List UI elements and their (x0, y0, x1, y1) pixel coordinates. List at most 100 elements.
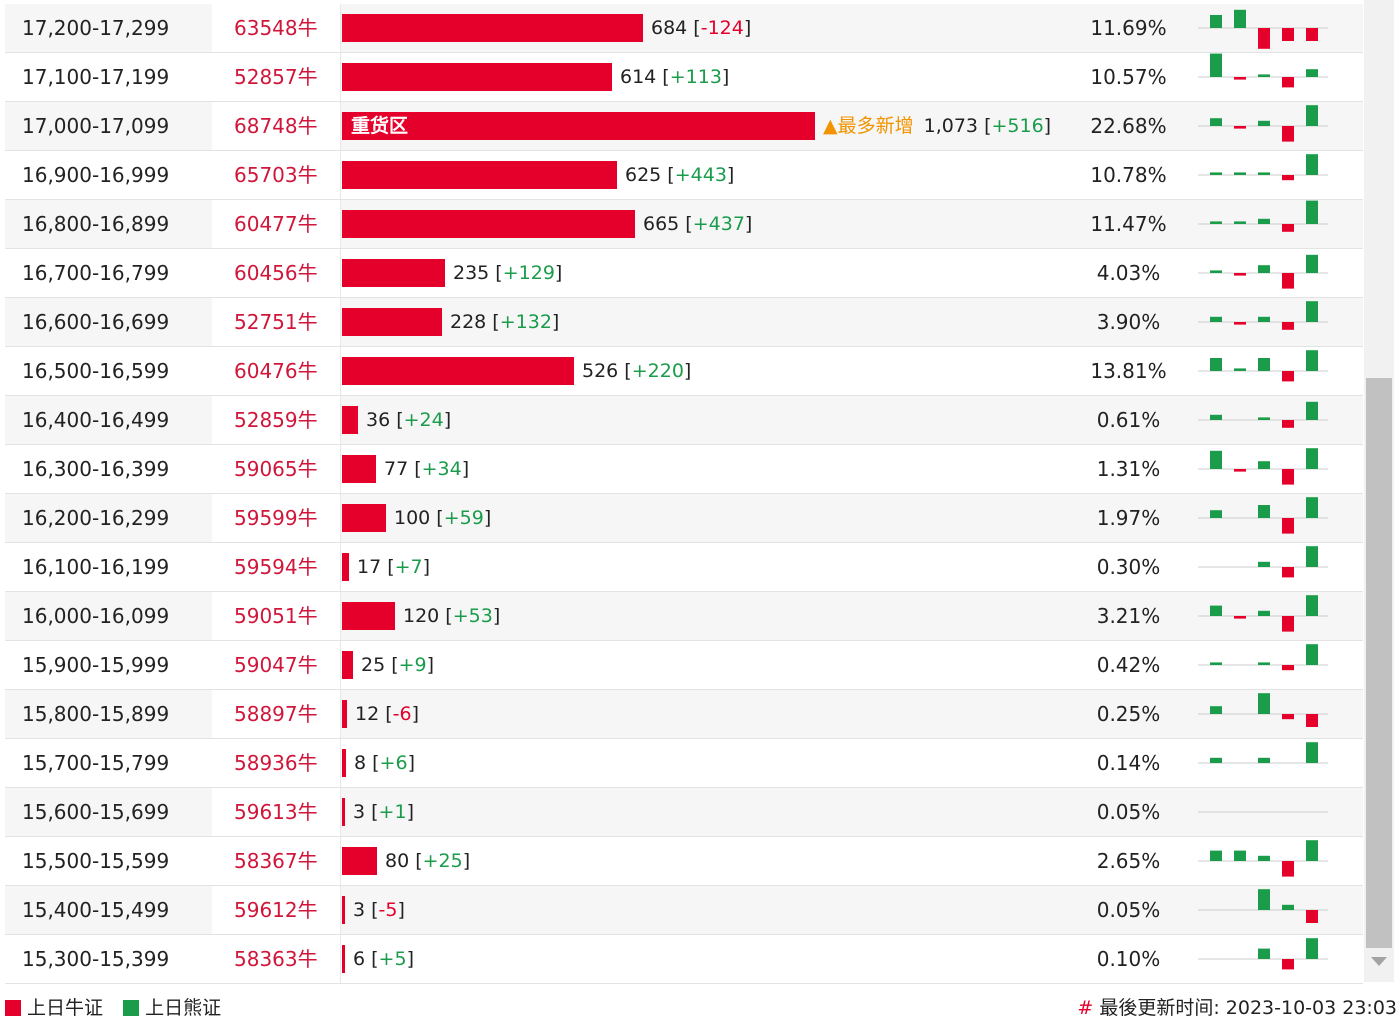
trend-sparkline (1198, 889, 1328, 923)
sparkline-bar (1282, 420, 1294, 428)
percentage: 2.65% (1096, 849, 1161, 873)
scrollbar-thumb[interactable] (1366, 378, 1392, 948)
trend-sparkline (1198, 693, 1328, 727)
sparkline-bar (1258, 218, 1270, 224)
percentage: 10.57% (1090, 65, 1167, 89)
stock-code-link[interactable]: 52857牛 (212, 53, 340, 101)
volume-bar-cell: 625 [+443] (340, 151, 1066, 199)
volume-change: -6 (392, 703, 412, 725)
table-row[interactable]: 17,000-17,099 68748牛 重货区 ▲最多新增 1,073 [+516] 2… (5, 102, 1363, 151)
stock-code-link[interactable]: 60477牛 (212, 200, 340, 248)
volume-value: 526 (582, 360, 619, 382)
volume-value: 36 (366, 409, 391, 431)
volume-value: 235 (453, 262, 490, 284)
volume-value: 120 (403, 605, 440, 627)
table-row[interactable]: 15,600-15,699 59613牛 3 [+1] 0.05% (5, 788, 1363, 837)
volume-bar-cell: 526 [+220] (340, 347, 1066, 395)
sparkline-bar (1306, 742, 1318, 763)
volume-bar (342, 406, 358, 434)
volume-bar (342, 847, 377, 875)
table-row[interactable]: 15,700-15,799 58936牛 8 [+6] 0.14% (5, 739, 1363, 788)
volume-label: 36 [+24] (366, 409, 452, 431)
table-row[interactable]: 16,100-16,199 59594牛 17 [+7] 0.30% (5, 543, 1363, 592)
sparkline-bar (1234, 850, 1246, 861)
volume-bar-cell: 228 [+132] (340, 298, 1066, 346)
sparkline-bar (1234, 9, 1246, 29)
scroll-down-arrow-icon[interactable] (1371, 957, 1387, 966)
volume-label: 625 [+443] (625, 164, 735, 186)
sparkline-bar (1258, 120, 1270, 126)
table-row[interactable]: 15,800-15,899 58897牛 12 [-6] 0.25% (5, 690, 1363, 739)
stock-code-link[interactable]: 58897牛 (212, 690, 340, 738)
volume-bar-cell: 重货区 ▲最多新增 1,073 [+516] (340, 102, 1066, 150)
stock-code-link[interactable]: 58367牛 (212, 837, 340, 885)
table-row[interactable]: 17,100-17,199 52857牛 614 [+113] 10.57% (5, 53, 1363, 102)
stock-code-link[interactable]: 65703牛 (212, 151, 340, 199)
table-row[interactable]: 15,400-15,499 59612牛 3 [-5] 0.05% (5, 886, 1363, 935)
price-range: 17,000-17,099 (22, 114, 170, 138)
sparkline-bar (1306, 350, 1318, 371)
stock-code-link[interactable]: 59599牛 (212, 494, 340, 542)
stock-code-link[interactable]: 59594牛 (212, 543, 340, 591)
price-range: 16,100-16,199 (22, 555, 170, 579)
price-range: 15,400-15,499 (22, 898, 170, 922)
stock-code-link[interactable]: 52859牛 (212, 396, 340, 444)
volume-bar (342, 504, 386, 532)
stock-code-link[interactable]: 60456牛 (212, 249, 340, 297)
volume-bar-cell: 6 [+5] (340, 935, 1066, 983)
stock-code-link[interactable]: 68748牛 (212, 102, 340, 150)
stock-code-link[interactable]: 60476牛 (212, 347, 340, 395)
price-range: 15,900-15,999 (22, 653, 170, 677)
volume-value: 8 (354, 752, 367, 774)
volume-bar-cell: 80 [+25] (340, 837, 1066, 885)
stock-code-link[interactable]: 59065牛 (212, 445, 340, 493)
sparkline-bar (1258, 74, 1270, 77)
stock-code-link[interactable]: 59051牛 (212, 592, 340, 640)
volume-value: 77 (384, 458, 409, 480)
stock-code-link[interactable]: 59612牛 (212, 886, 340, 934)
volume-bar-cell: 3 [+1] (340, 788, 1066, 836)
sparkline-bar (1306, 401, 1318, 420)
trend-sparkline (1198, 644, 1328, 671)
table-row[interactable]: 16,200-16,299 59599牛 100 [+59] 1.97% (5, 494, 1363, 543)
table-row[interactable]: 16,300-16,399 59065牛 77 [+34] 1.31% (5, 445, 1363, 494)
volume-bar-cell: 25 [+9] (340, 641, 1066, 689)
sparkline-bar (1282, 77, 1294, 88)
sparkline-bar (1258, 855, 1270, 861)
sparkline-bar (1306, 200, 1318, 224)
table-row[interactable]: 16,000-16,099 59051牛 120 [+53] 3.21% (5, 592, 1363, 641)
volume-bar (342, 945, 345, 973)
table-row[interactable]: 17,200-17,299 63548牛 684 [-124] 11.69% (5, 4, 1363, 53)
volume-change: +220 (631, 360, 684, 382)
stock-code-link[interactable]: 58936牛 (212, 739, 340, 787)
table-row[interactable]: 15,300-15,399 58363牛 6 [+5] 0.10% (5, 935, 1363, 984)
table-row[interactable]: 16,900-16,999 65703牛 625 [+443] 10.78% (5, 151, 1363, 200)
percentage: 10.78% (1090, 163, 1167, 187)
stock-code-link[interactable]: 59047牛 (212, 641, 340, 689)
volume-label: 228 [+132] (450, 311, 560, 333)
volume-value: 17 (357, 556, 382, 578)
percentage: 0.10% (1096, 947, 1161, 971)
trend-sparkline (1198, 254, 1328, 289)
table-row[interactable]: 16,400-16,499 52859牛 36 [+24] 0.61% (5, 396, 1363, 445)
sparkline-bar (1210, 358, 1222, 371)
stock-code-link[interactable]: 59613牛 (212, 788, 340, 836)
stock-code-link[interactable]: 63548牛 (212, 4, 340, 52)
volume-label: 614 [+113] (620, 66, 730, 88)
sparkline-bar (1210, 605, 1222, 616)
volume-bar (342, 308, 442, 336)
sparkline-bar (1306, 28, 1318, 41)
volume-label: 3 [-5] (353, 899, 405, 921)
sparkline-bar (1258, 693, 1270, 714)
table-row[interactable]: 16,500-16,599 60476牛 526 [+220] 13.81% (5, 347, 1363, 396)
stock-code-link[interactable]: 58363牛 (212, 935, 340, 983)
table-row[interactable]: 16,700-16,799 60456牛 235 [+129] 4.03% (5, 249, 1363, 298)
table-row[interactable]: 15,500-15,599 58367牛 80 [+25] 2.65% (5, 837, 1363, 886)
table-row[interactable]: 16,600-16,699 52751牛 228 [+132] 3.90% (5, 298, 1363, 347)
stock-code-link[interactable]: 52751牛 (212, 298, 340, 346)
table-row[interactable]: 15,900-15,999 59047牛 25 [+9] 0.42% (5, 641, 1363, 690)
trend-sparkline (1198, 9, 1328, 49)
sparkline-bar (1234, 616, 1246, 619)
volume-label: 684 [-124] (651, 17, 752, 39)
table-row[interactable]: 16,800-16,899 60477牛 665 [+437] 11.47% (5, 200, 1363, 249)
